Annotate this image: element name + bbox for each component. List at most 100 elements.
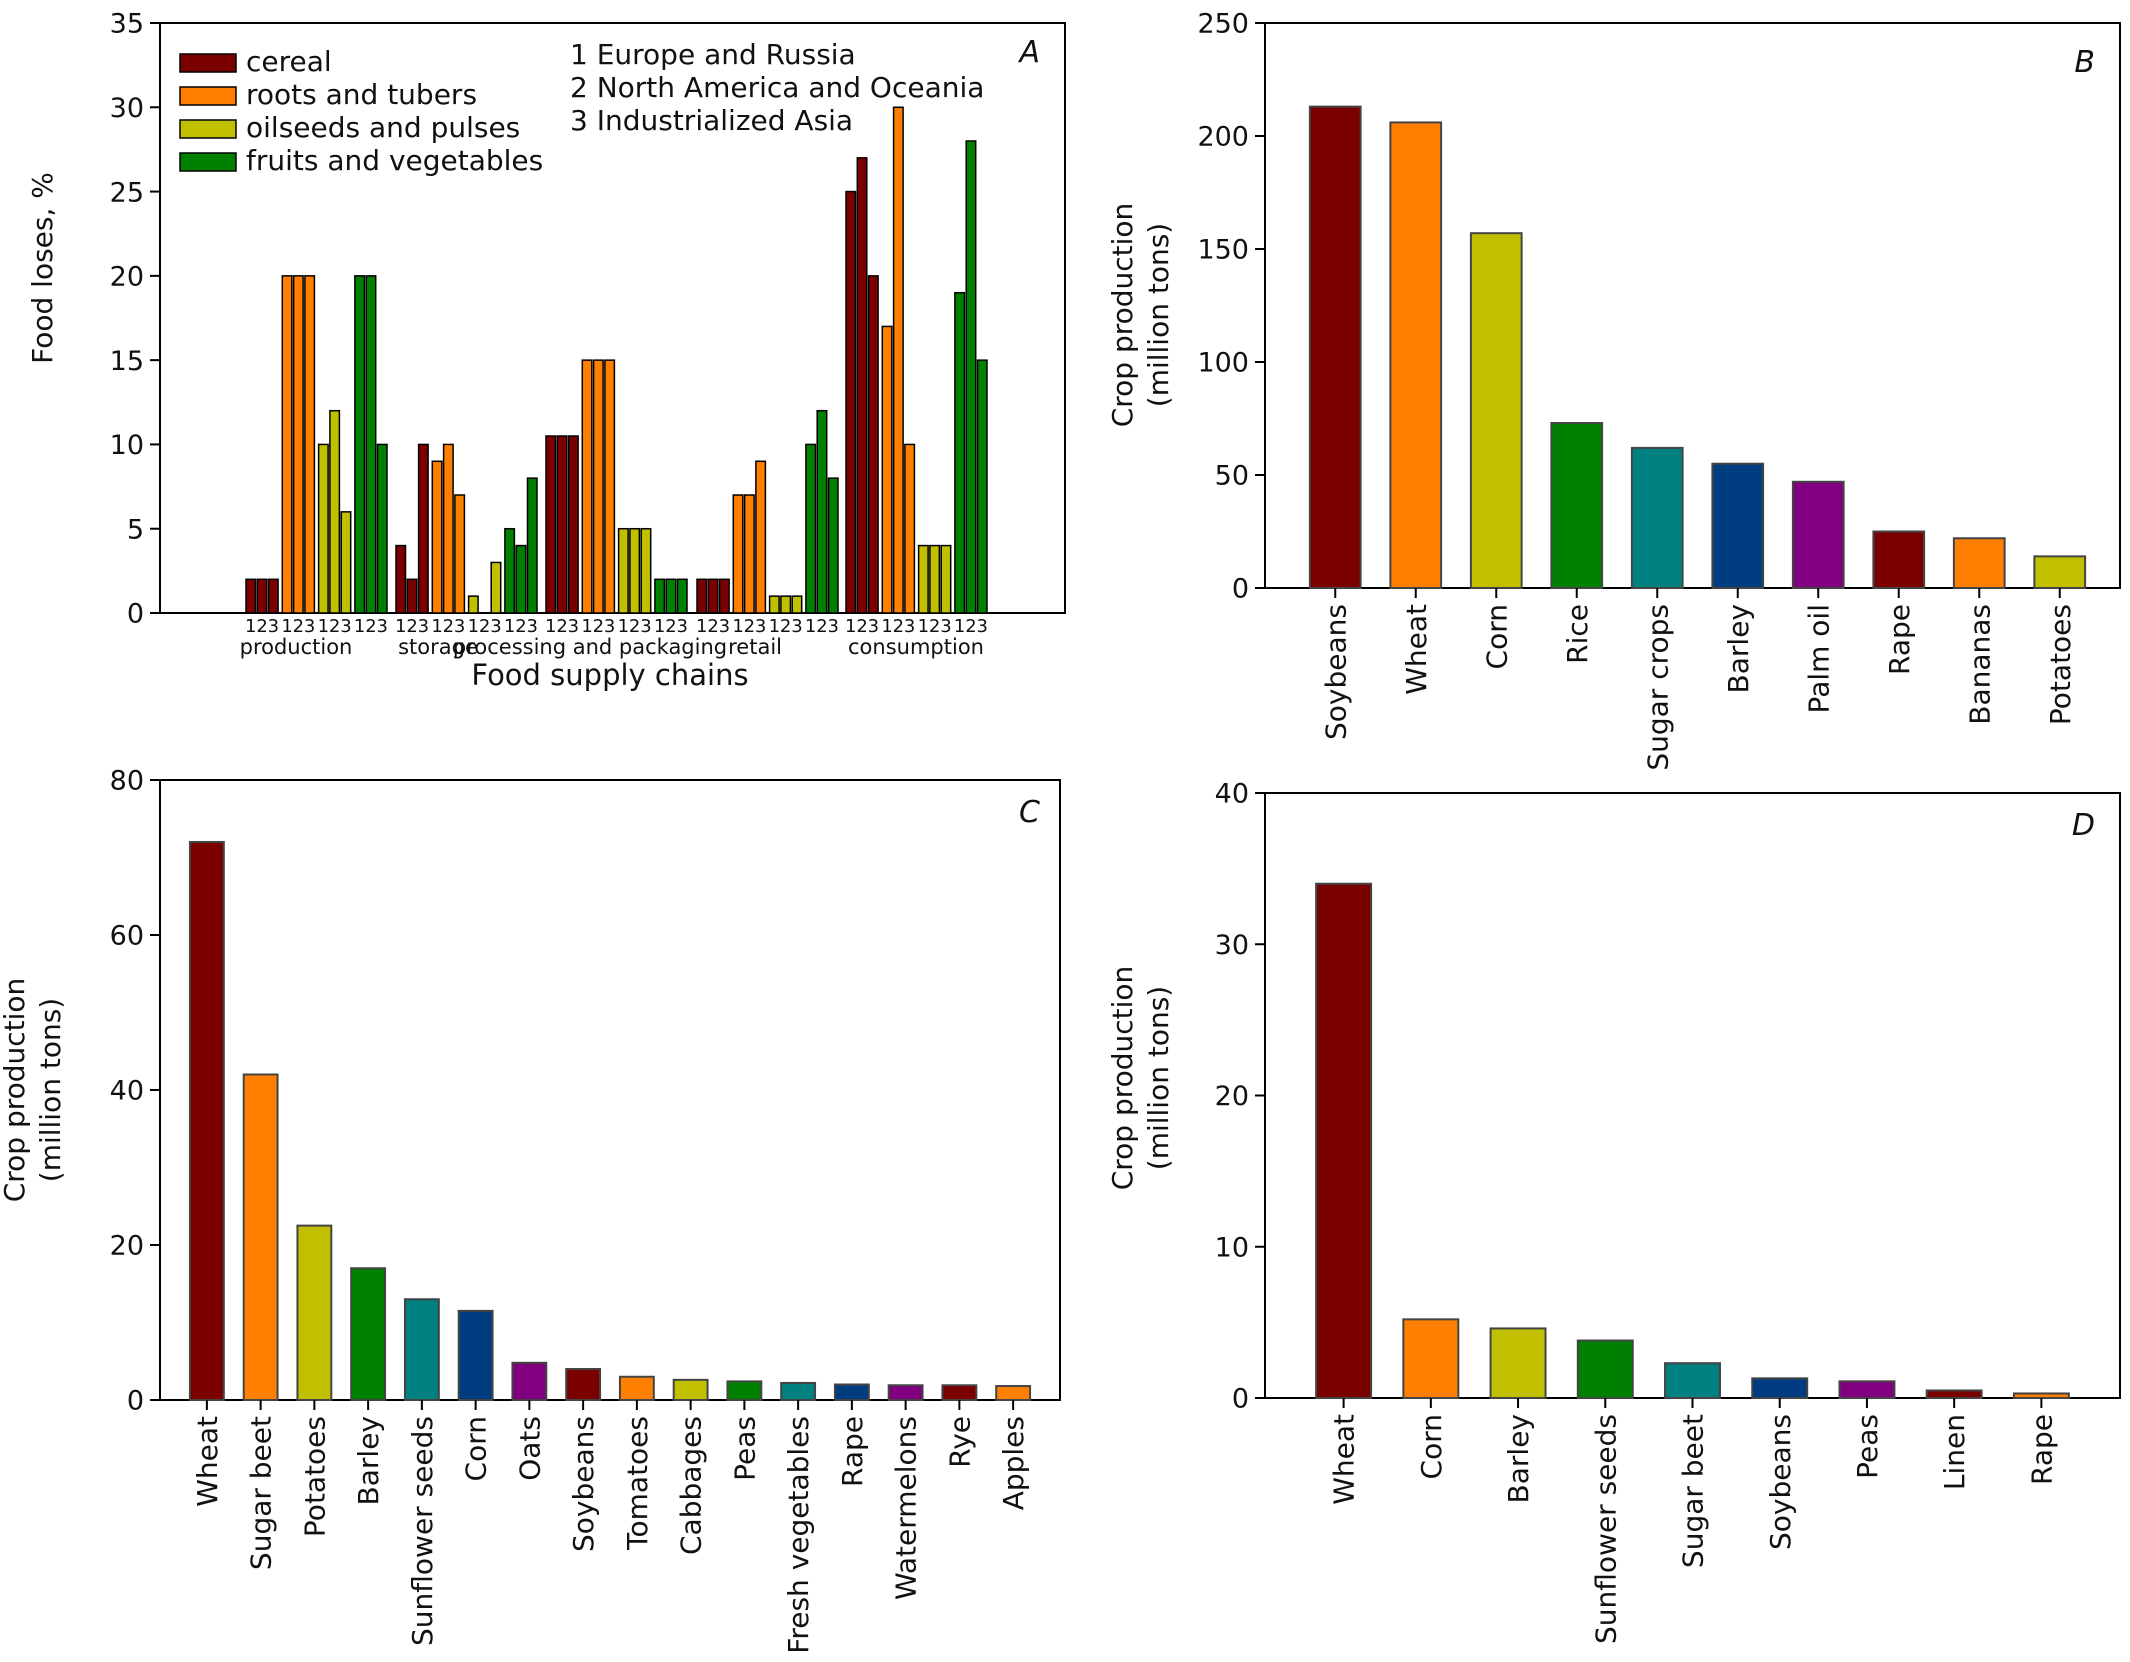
panel-c-frame [159,779,1061,1401]
panel-b-y-axis: 0 50 100 150 200 250 [1197,9,1265,605]
x-tick-label: Cabbages [675,1416,708,1555]
bar [457,1309,494,1401]
x-tick-region-index: 3 [418,616,429,637]
panel-d-y-axis-label-line2: (million tons) [1142,986,1175,1170]
bar [329,409,341,614]
bar [1469,232,1523,589]
y-tick-label: 10 [110,430,144,461]
x-tick-region-index: 3 [755,616,766,637]
x-tick-label: Wheat [1400,604,1433,695]
x-tick-region-index: 2 [629,616,640,637]
x-tick-label: Rape [2025,1414,2058,1485]
x-tick-region-index: 3 [527,616,538,637]
bar [581,359,593,614]
x-tick-label: Rye [943,1416,976,1468]
bar [2033,555,2087,589]
x-tick-region-index: 3 [868,616,879,637]
bar [718,578,730,614]
x-tick-label: Barley [352,1416,385,1505]
x-tick-label: Peas [1851,1414,1884,1479]
bar [696,578,708,614]
panel-c-y-axis-label: Crop production (million tons) [0,978,67,1203]
x-tick-region-index: 3 [340,616,351,637]
x-stage-label: consumption [848,635,984,659]
x-tick-region-index: 1 [618,616,629,637]
x-tick-label: Wheat [1328,1414,1361,1505]
y-tick-label: 30 [1215,930,1249,961]
region-note: 1 Europe and Russia [570,38,856,71]
x-tick-region-index: 2 [929,616,940,637]
legend-swatch [179,86,237,106]
bar [665,578,677,614]
bar [526,477,538,614]
bar [442,443,454,614]
bar [406,578,418,614]
x-tick-label: Rape [1883,604,1916,675]
bar [827,477,839,614]
y-tick-label: 150 [1197,235,1249,266]
bar [617,527,629,614]
x-tick-label: Linen [1938,1414,1971,1490]
x-tick-label: Barley [1502,1414,1535,1503]
x-tick-region-index: 1 [732,616,743,637]
x-tick-label: Apples [997,1416,1030,1510]
y-tick-label: 20 [110,1231,144,1262]
x-tick-label: Sugar crops [1641,604,1674,771]
x-tick-region-index: 1 [581,616,592,637]
bar [1489,1327,1547,1400]
bar [1925,1389,1983,1399]
x-tick-region-index: 1 [845,616,856,637]
y-tick-label: 20 [1215,1081,1249,1112]
legend-label: oilseeds and pulses [246,111,520,144]
bar [467,595,479,614]
bar [245,578,257,614]
bar [592,359,604,614]
x-tick-region-index: 2 [515,616,526,637]
bar [565,1368,602,1401]
bar [1308,105,1362,590]
x-tick-region-index: 2 [479,616,490,637]
x-tick-region-index: 3 [828,616,839,637]
x-tick-label: Sunflower seeds [1589,1414,1622,1644]
panel-b-bars [1308,105,2087,590]
bar [995,1385,1032,1402]
panel-d-y-axis: 0 10 20 30 40 [1215,779,1265,1415]
panel-d-crop-production-chart: D 0 10 20 30 40 Wheat Corn Barley Sunflower see… [1106,779,2121,1644]
x-tick-label: Sugar beet [245,1416,278,1570]
x-tick-label: Palm oil [1802,604,1835,713]
y-tick-label: 10 [1215,1232,1249,1263]
x-tick-region-index: 2 [816,616,827,637]
y-tick-label: 100 [1197,348,1249,379]
bar [976,359,988,614]
bar [292,275,304,614]
bar [856,157,868,614]
region-note: 3 Industrialized Asia [570,104,853,137]
bar [672,1378,709,1401]
x-tick-region-index: 2 [556,616,567,637]
panel-b-letter: B [2074,45,2095,80]
x-tick-region-index: 2 [780,616,791,637]
x-tick-region-index: 2 [593,616,604,637]
x-tick-region-index: 1 [431,616,442,637]
bar [755,460,767,614]
bar [545,435,557,614]
bar [604,359,616,614]
y-tick-label: 35 [110,9,144,40]
y-tick-label: 40 [1215,779,1249,810]
bar [504,527,516,614]
bar [431,460,443,614]
bar [267,578,279,614]
x-tick-region-index: 3 [304,616,315,637]
panel-c-y-axis-label-line1: Crop production [0,978,31,1203]
bar [618,1375,655,1401]
bar [640,527,652,614]
y-tick-label: 20 [110,262,144,293]
panel-c-y-axis: 0 20 40 60 80 [110,766,160,1417]
x-tick-region-index: 2 [329,616,340,637]
bar [676,578,688,614]
bar [965,140,977,614]
x-tick-region-index: 2 [893,616,904,637]
legend-label: cereal [246,45,332,78]
